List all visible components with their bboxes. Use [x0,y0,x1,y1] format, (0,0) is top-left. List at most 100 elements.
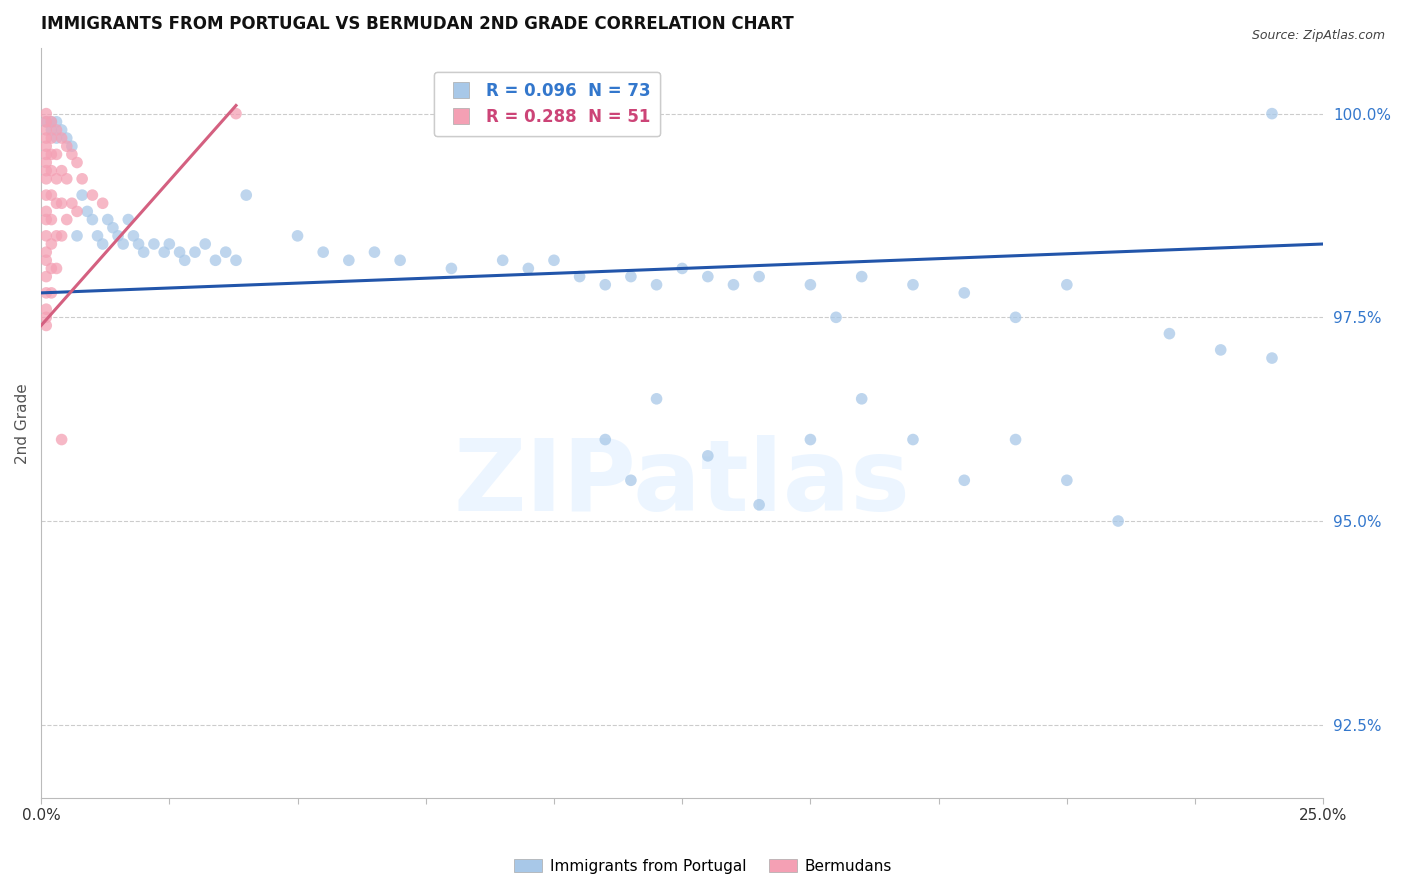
Point [568,269,591,284]
Point [35,204,58,219]
Point [748,498,770,512]
Point [45,171,67,186]
Point [287,228,309,243]
Point [35,147,58,161]
Point [1056,277,1078,292]
Point [901,277,924,292]
Point [953,473,976,487]
Point [101,220,124,235]
Point [66,204,89,219]
Point [593,433,616,447]
Point [45,123,67,137]
Point [235,188,257,202]
Point [45,196,67,211]
Point [86,228,108,243]
Point [901,433,924,447]
Point [35,131,58,145]
Point [389,253,412,268]
Point [82,188,104,202]
Text: ZIPatlas: ZIPatlas [454,434,911,532]
Point [35,188,58,202]
Point [543,253,565,268]
Point [35,228,58,243]
Point [66,155,89,169]
Point [41,285,63,300]
Point [132,245,155,260]
Y-axis label: 2nd Grade: 2nd Grade [15,383,30,464]
Point [41,237,63,252]
Point [851,269,873,284]
Point [107,228,129,243]
Point [35,310,58,325]
Point [41,212,63,227]
Legend: Immigrants from Portugal, Bermudans: Immigrants from Portugal, Bermudans [509,853,897,880]
Point [173,253,195,268]
Point [35,212,58,227]
Point [51,123,73,137]
Point [45,131,67,145]
Point [70,171,93,186]
Point [169,245,191,260]
Point [35,115,58,129]
Legend: R = 0.096  N = 73, R = 0.288  N = 51: R = 0.096 N = 73, R = 0.288 N = 51 [434,71,661,136]
Point [157,237,180,252]
Point [91,196,114,211]
Point [851,392,873,406]
Point [35,115,58,129]
Point [35,123,58,137]
Point [645,392,668,406]
Point [1159,326,1181,341]
Point [35,253,58,268]
Point [45,261,67,276]
Point [55,171,77,186]
Point [51,131,73,145]
Point [35,269,58,284]
Point [35,171,58,186]
Point [1107,514,1129,528]
Point [953,285,976,300]
Point [35,285,58,300]
Point [51,228,73,243]
Point [41,131,63,145]
Point [194,237,217,252]
Point [1056,473,1078,487]
Point [41,123,63,137]
Point [799,433,821,447]
Point [41,163,63,178]
Point [1004,433,1026,447]
Point [204,253,226,268]
Point [593,277,616,292]
Point [215,245,238,260]
Point [620,269,643,284]
Point [645,277,668,292]
Point [363,245,385,260]
Point [41,115,63,129]
Point [723,277,745,292]
Point [117,212,139,227]
Point [112,237,135,252]
Point [97,212,120,227]
Point [153,245,176,260]
Point [337,253,360,268]
Point [35,106,58,120]
Point [51,433,73,447]
Point [517,261,540,276]
Point [671,261,693,276]
Point [748,269,770,284]
Point [41,188,63,202]
Point [225,106,247,120]
Point [35,155,58,169]
Point [35,245,58,260]
Point [128,237,150,252]
Point [82,212,104,227]
Point [35,318,58,333]
Point [440,261,463,276]
Point [41,261,63,276]
Point [184,245,207,260]
Point [1209,343,1232,357]
Point [51,163,73,178]
Point [492,253,515,268]
Point [312,245,335,260]
Point [60,139,83,153]
Point [1261,106,1284,120]
